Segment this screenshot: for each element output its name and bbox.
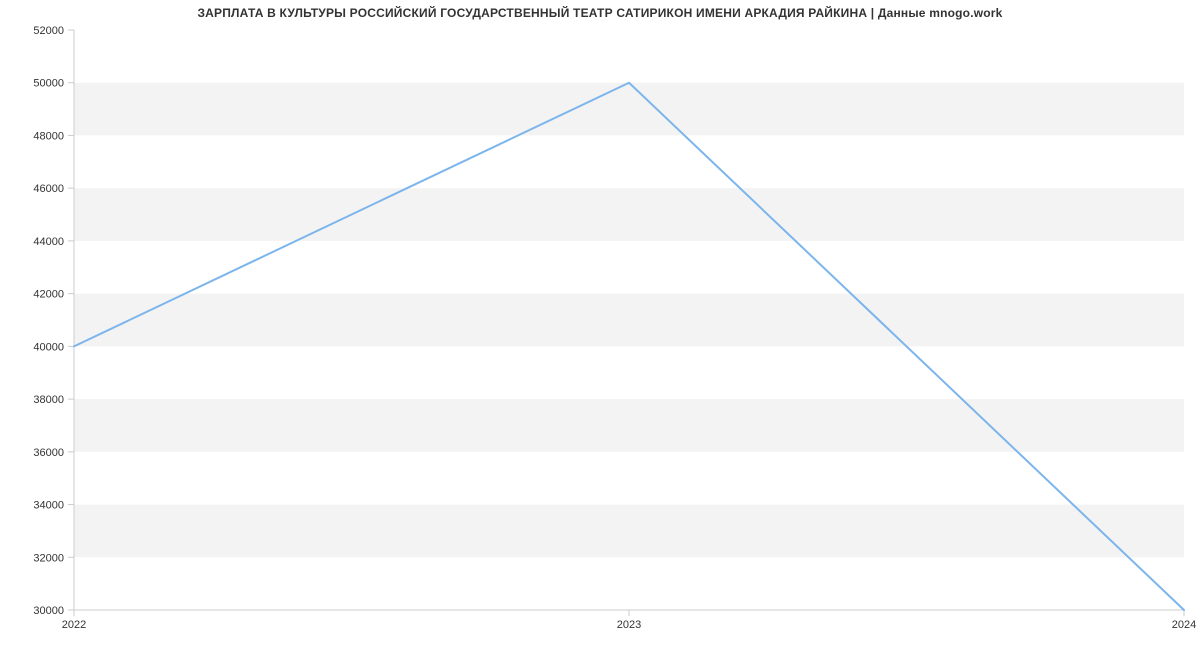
y-tick-label: 44000 — [33, 236, 64, 248]
y-tick-label: 52000 — [33, 25, 64, 37]
y-tick-label: 46000 — [33, 183, 64, 195]
x-tick-label: 2022 — [62, 619, 86, 631]
y-tick-label: 50000 — [33, 78, 64, 90]
y-tick-label: 42000 — [33, 289, 64, 301]
y-tick-label: 32000 — [33, 552, 64, 564]
y-tick-label: 38000 — [33, 394, 64, 406]
x-tick-label: 2024 — [1172, 619, 1196, 631]
salary-line-chart: ЗАРПЛАТА В КУЛЬТУРЫ РОССИЙСКИЙ ГОСУДАРСТ… — [0, 0, 1200, 650]
y-tick-label: 30000 — [33, 605, 64, 617]
y-tick-label: 40000 — [33, 341, 64, 353]
chart-svg: 30000 32000 34000 36000 38000 40000 42000 44000… — [0, 0, 1200, 650]
x-tick-label: 2023 — [617, 619, 641, 631]
y-tick-label: 48000 — [33, 130, 64, 142]
y-tick-label: 34000 — [33, 500, 64, 512]
y-tick-label: 36000 — [33, 447, 64, 459]
